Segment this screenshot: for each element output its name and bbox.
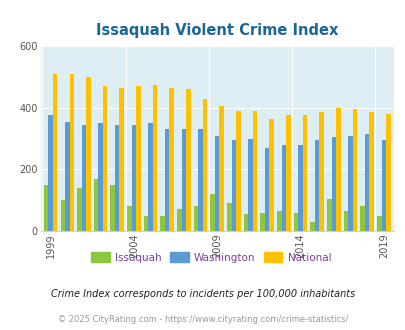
Bar [293,213,298,231]
Bar [236,111,240,231]
Bar [298,145,302,231]
Bar [243,214,248,231]
Bar [160,215,164,231]
Text: Crime Index corresponds to incidents per 100,000 inhabitants: Crime Index corresponds to incidents per… [51,289,354,299]
Bar [260,213,264,231]
Bar [94,179,98,231]
Bar [385,114,390,231]
Bar [65,122,69,231]
Bar [69,74,74,231]
Bar [269,118,273,231]
Bar [136,86,140,231]
Bar [281,145,286,231]
Bar [185,89,190,231]
Bar [177,210,181,231]
Bar [127,206,131,231]
Bar [102,86,107,231]
Bar [169,88,174,231]
Bar [131,125,136,231]
Bar [214,136,219,231]
Bar [319,113,323,231]
Bar [143,215,148,231]
Bar [326,199,331,231]
Bar [53,74,57,231]
Text: Issaquah Violent Crime Index: Issaquah Violent Crime Index [96,23,337,38]
Bar [314,140,319,231]
Bar [202,99,207,231]
Bar [77,188,81,231]
Bar [198,129,202,231]
Bar [360,206,364,231]
Bar [86,77,90,231]
Bar [115,125,119,231]
Bar [110,185,115,231]
Bar [364,134,369,231]
Bar [352,109,356,231]
Bar [219,106,224,231]
Bar [98,123,102,231]
Bar [119,88,124,231]
Text: © 2025 CityRating.com - https://www.cityrating.com/crime-statistics/: © 2025 CityRating.com - https://www.city… [58,315,347,324]
Bar [381,140,385,231]
Bar [252,111,257,231]
Bar [226,203,231,231]
Bar [331,137,335,231]
Bar [148,123,152,231]
Bar [302,115,307,231]
Bar [264,148,269,231]
Bar [277,211,281,231]
Bar [44,185,48,231]
Bar [376,215,381,231]
Bar [335,108,340,231]
Bar [81,125,86,231]
Bar [347,136,352,231]
Bar [343,211,347,231]
Bar [181,129,185,231]
Bar [152,85,157,231]
Bar [60,200,65,231]
Bar [310,222,314,231]
Bar [248,139,252,231]
Bar [48,115,53,231]
Bar [193,206,198,231]
Bar [164,129,169,231]
Bar [369,113,373,231]
Legend: Issaquah, Washington, National: Issaquah, Washington, National [87,248,335,267]
Bar [210,194,214,231]
Bar [286,115,290,231]
Bar [231,140,236,231]
